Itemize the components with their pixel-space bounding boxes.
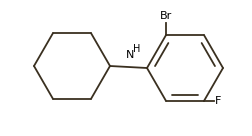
Text: H: H <box>132 44 140 54</box>
Text: F: F <box>214 96 220 106</box>
Text: N: N <box>126 50 134 60</box>
Text: Br: Br <box>159 11 171 21</box>
